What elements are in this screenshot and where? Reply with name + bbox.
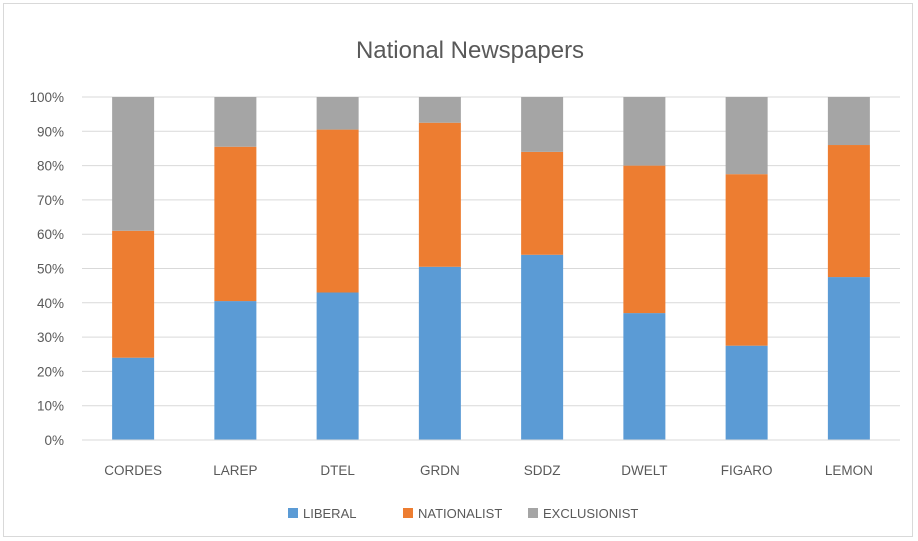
bar-liberal-sddz: [521, 254, 564, 440]
bar-nationalist-figaro: [725, 174, 768, 346]
bar-nationalist-larep: [214, 146, 257, 302]
y-tick-label: 70%: [37, 193, 64, 208]
bar-liberal-lemon: [827, 277, 870, 440]
legend: LIBERAL NATIONALIST EXCLUSIONIST: [288, 506, 638, 521]
x-tick-label: DWELT: [621, 463, 667, 478]
bars: [112, 97, 870, 440]
x-tick-label: LEMON: [825, 463, 873, 478]
legend-label-nationalist: NATIONALIST: [418, 506, 502, 521]
bar-liberal-dwelt: [623, 313, 666, 440]
legend-swatch-nationalist: [403, 508, 413, 518]
y-tick-label: 90%: [37, 124, 64, 139]
bar-liberal-larep: [214, 301, 257, 440]
bar-nationalist-grdn: [418, 122, 461, 267]
legend-swatch-liberal: [288, 508, 298, 518]
bar-nationalist-dwelt: [623, 165, 666, 314]
bar-exclusionist-dwelt: [623, 97, 666, 166]
gridlines: [82, 96, 900, 441]
y-axis: 0% 10% 20% 30% 40% 50% 60% 70% 80% 90% 100%: [29, 90, 64, 448]
x-axis: CORDES LAREP DTEL GRDN SDDZ DWELT FIGARO LEMON: [82, 439, 900, 478]
x-tick-label: DTEL: [320, 463, 355, 478]
bar-exclusionist-sddz: [521, 97, 564, 152]
bar-nationalist-sddz: [521, 151, 564, 255]
y-tick-label: 10%: [37, 399, 64, 414]
y-tick-label: 60%: [37, 227, 64, 242]
bar-exclusionist-cordes: [112, 97, 155, 231]
legend-swatch-exclusionist: [528, 508, 538, 518]
y-tick-label: 100%: [29, 90, 64, 105]
y-tick-label: 40%: [37, 296, 64, 311]
y-tick-label: 20%: [37, 364, 64, 379]
bar-exclusionist-grdn: [418, 97, 461, 123]
bar-liberal-cordes: [112, 357, 155, 440]
y-tick-label: 30%: [37, 330, 64, 345]
bar-nationalist-cordes: [112, 230, 155, 358]
bar-exclusionist-dtel: [316, 97, 359, 130]
bar-nationalist-lemon: [827, 145, 870, 278]
x-tick-label: LAREP: [213, 463, 257, 478]
y-tick-label: 0%: [44, 433, 64, 448]
x-tick-label: SDDZ: [524, 463, 561, 478]
x-tick-label: CORDES: [104, 463, 162, 478]
bar-liberal-figaro: [725, 345, 768, 440]
bar-exclusionist-lemon: [827, 97, 870, 146]
y-tick-label: 80%: [37, 159, 64, 174]
x-tick-label: GRDN: [420, 463, 460, 478]
legend-label-exclusionist: EXCLUSIONIST: [543, 506, 638, 521]
legend-label-liberal: LIBERAL: [303, 506, 356, 521]
bar-exclusionist-figaro: [725, 97, 768, 175]
bar-liberal-dtel: [316, 292, 359, 440]
x-tick-label: FIGARO: [721, 463, 773, 478]
chart-title: National Newspapers: [356, 37, 584, 64]
bar-liberal-grdn: [418, 266, 461, 440]
y-tick-label: 50%: [37, 262, 64, 277]
bar-nationalist-dtel: [316, 129, 359, 293]
bar-exclusionist-larep: [214, 97, 257, 147]
